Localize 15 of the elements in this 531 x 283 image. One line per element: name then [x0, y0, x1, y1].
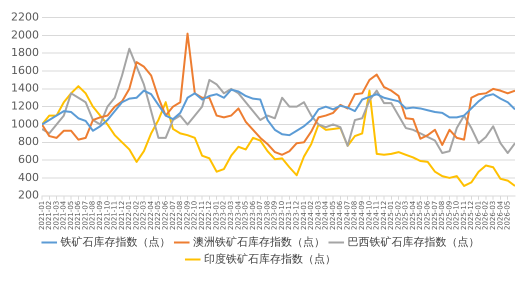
y-tick-label: 1200: [10, 100, 39, 113]
y-tick-label: 2000: [10, 28, 39, 42]
y-tick-label: 1400: [10, 82, 39, 95]
y-tick-label: 1800: [10, 46, 39, 60]
y-tick-label: 1000: [10, 117, 39, 130]
legend-label: 铁矿石库存指数（点）: [59, 235, 170, 248]
legend-label: 印度铁矿石库存指数（点）: [204, 252, 336, 266]
legend-label: 澳洲铁矿石库存指数（点）: [192, 235, 325, 248]
y-tick-label: 1600: [10, 64, 39, 77]
legend-label: 巴西铁矿石库存指数（点）: [347, 235, 480, 248]
y-tick-label: 2200: [10, 10, 39, 24]
y-tick-label: 800: [18, 135, 39, 148]
y-tick-label: 600: [18, 152, 39, 166]
y-tick-label: 400: [18, 170, 39, 184]
y-tick-label: 200: [18, 188, 39, 202]
